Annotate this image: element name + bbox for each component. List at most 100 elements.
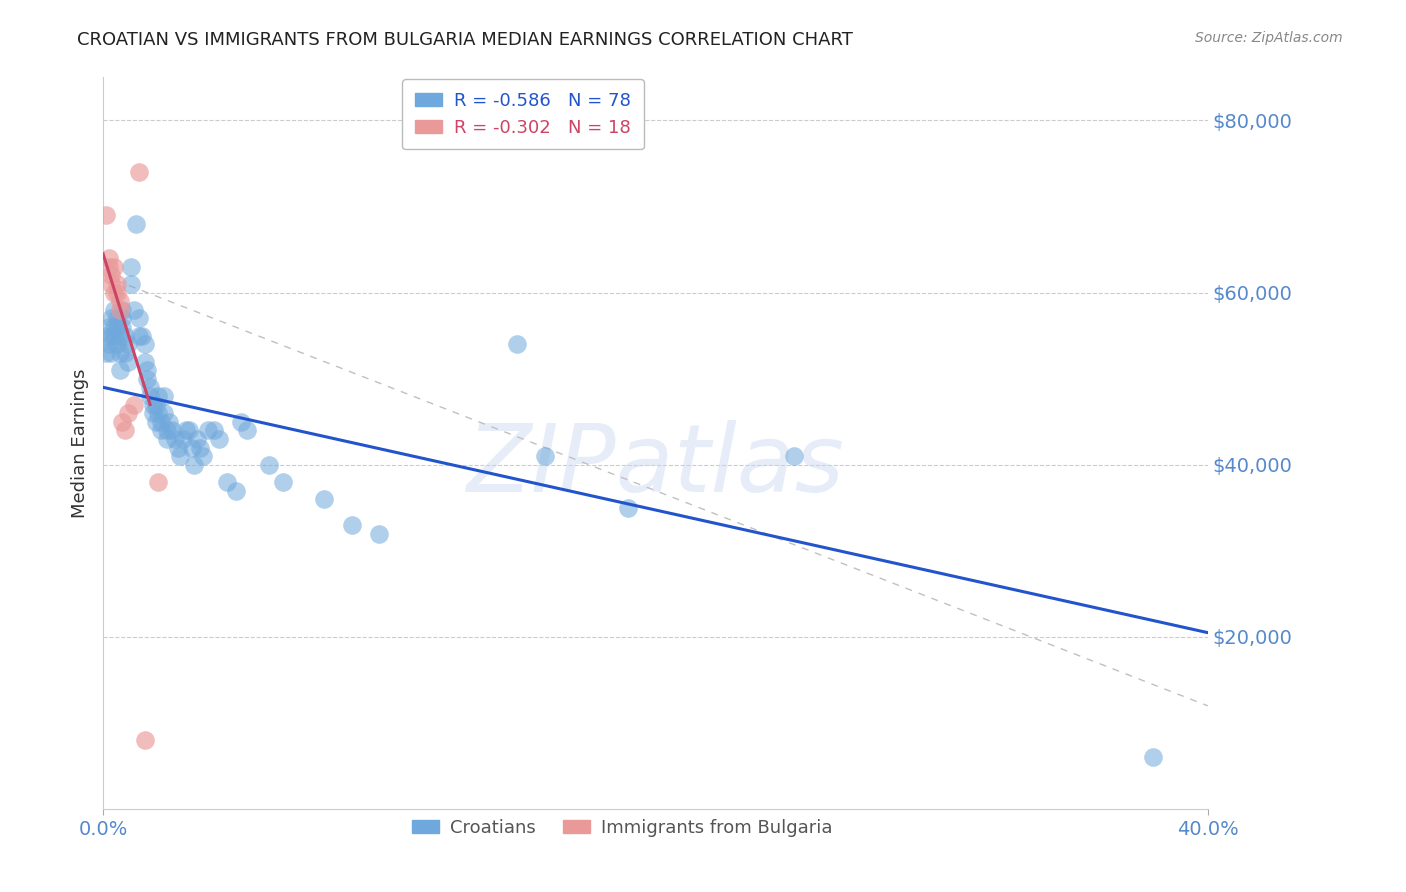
Point [108,302,131,317]
Point [174,423,197,437]
Point [103,328,125,343]
Point [150,423,173,437]
Legend: Croatians, Immigrants from Bulgaria: Croatians, Immigrants from Bulgaria [405,812,839,844]
Point [188,441,211,455]
Point [94,208,117,222]
Point [148,406,170,420]
Point [145,398,167,412]
Point [114,346,136,360]
Point [134,354,156,368]
Point [97,260,120,274]
Point [368,526,391,541]
Point [136,372,159,386]
Point [97,337,120,351]
Point [166,441,188,455]
Point [111,320,134,334]
Point [100,268,122,283]
Point [111,415,134,429]
Point [108,328,131,343]
Point [157,415,180,429]
Point [105,285,128,300]
Y-axis label: Median Earnings: Median Earnings [72,368,89,518]
Point [134,733,156,747]
Point [150,415,173,429]
Point [128,328,150,343]
Point [103,320,125,334]
Text: CROATIAN VS IMMIGRANTS FROM BULGARIA MEDIAN EARNINGS CORRELATION CHART: CROATIAN VS IMMIGRANTS FROM BULGARIA MED… [77,31,853,49]
Point [117,337,139,351]
Point [136,363,159,377]
Point [172,432,194,446]
Point [105,277,128,291]
Point [142,398,165,412]
Point [105,320,128,334]
Point [163,432,186,446]
Point [506,337,529,351]
Point [312,492,335,507]
Point [100,328,122,343]
Point [131,328,153,343]
Point [177,423,200,437]
Point [534,449,557,463]
Point [142,406,165,420]
Point [160,423,183,437]
Point [340,518,363,533]
Point [97,320,120,334]
Point [108,346,131,360]
Point [94,346,117,360]
Point [108,363,131,377]
Point [145,415,167,429]
Point [100,311,122,326]
Point [117,354,139,368]
Point [105,311,128,326]
Point [235,423,257,437]
Point [108,294,131,309]
Point [156,423,179,437]
Point [111,311,134,326]
Point [148,389,170,403]
Point [103,302,125,317]
Point [114,423,136,437]
Point [100,346,122,360]
Point [134,337,156,351]
Point [208,432,231,446]
Point [217,475,239,489]
Point [103,285,125,300]
Point [153,406,176,420]
Point [231,415,253,429]
Point [1142,750,1164,764]
Point [120,277,142,291]
Point [122,398,145,412]
Point [257,458,280,472]
Point [153,389,176,403]
Point [111,302,134,317]
Point [125,217,148,231]
Point [128,311,150,326]
Point [97,251,120,265]
Point [169,449,191,463]
Point [186,432,208,446]
Point [105,337,128,351]
Point [197,423,219,437]
Point [128,165,150,179]
Point [271,475,294,489]
Point [120,260,142,274]
Point [202,423,225,437]
Point [117,406,139,420]
Text: Source: ZipAtlas.com: Source: ZipAtlas.com [1195,31,1343,45]
Point [94,328,117,343]
Point [139,389,162,403]
Point [180,441,202,455]
Point [122,302,145,317]
Point [114,328,136,343]
Point [148,475,170,489]
Point [191,449,214,463]
Point [782,449,804,463]
Point [139,380,162,394]
Point [103,260,125,274]
Text: ZIPatlas: ZIPatlas [467,420,845,511]
Point [156,432,179,446]
Point [100,277,122,291]
Point [225,483,247,498]
Point [617,500,640,515]
